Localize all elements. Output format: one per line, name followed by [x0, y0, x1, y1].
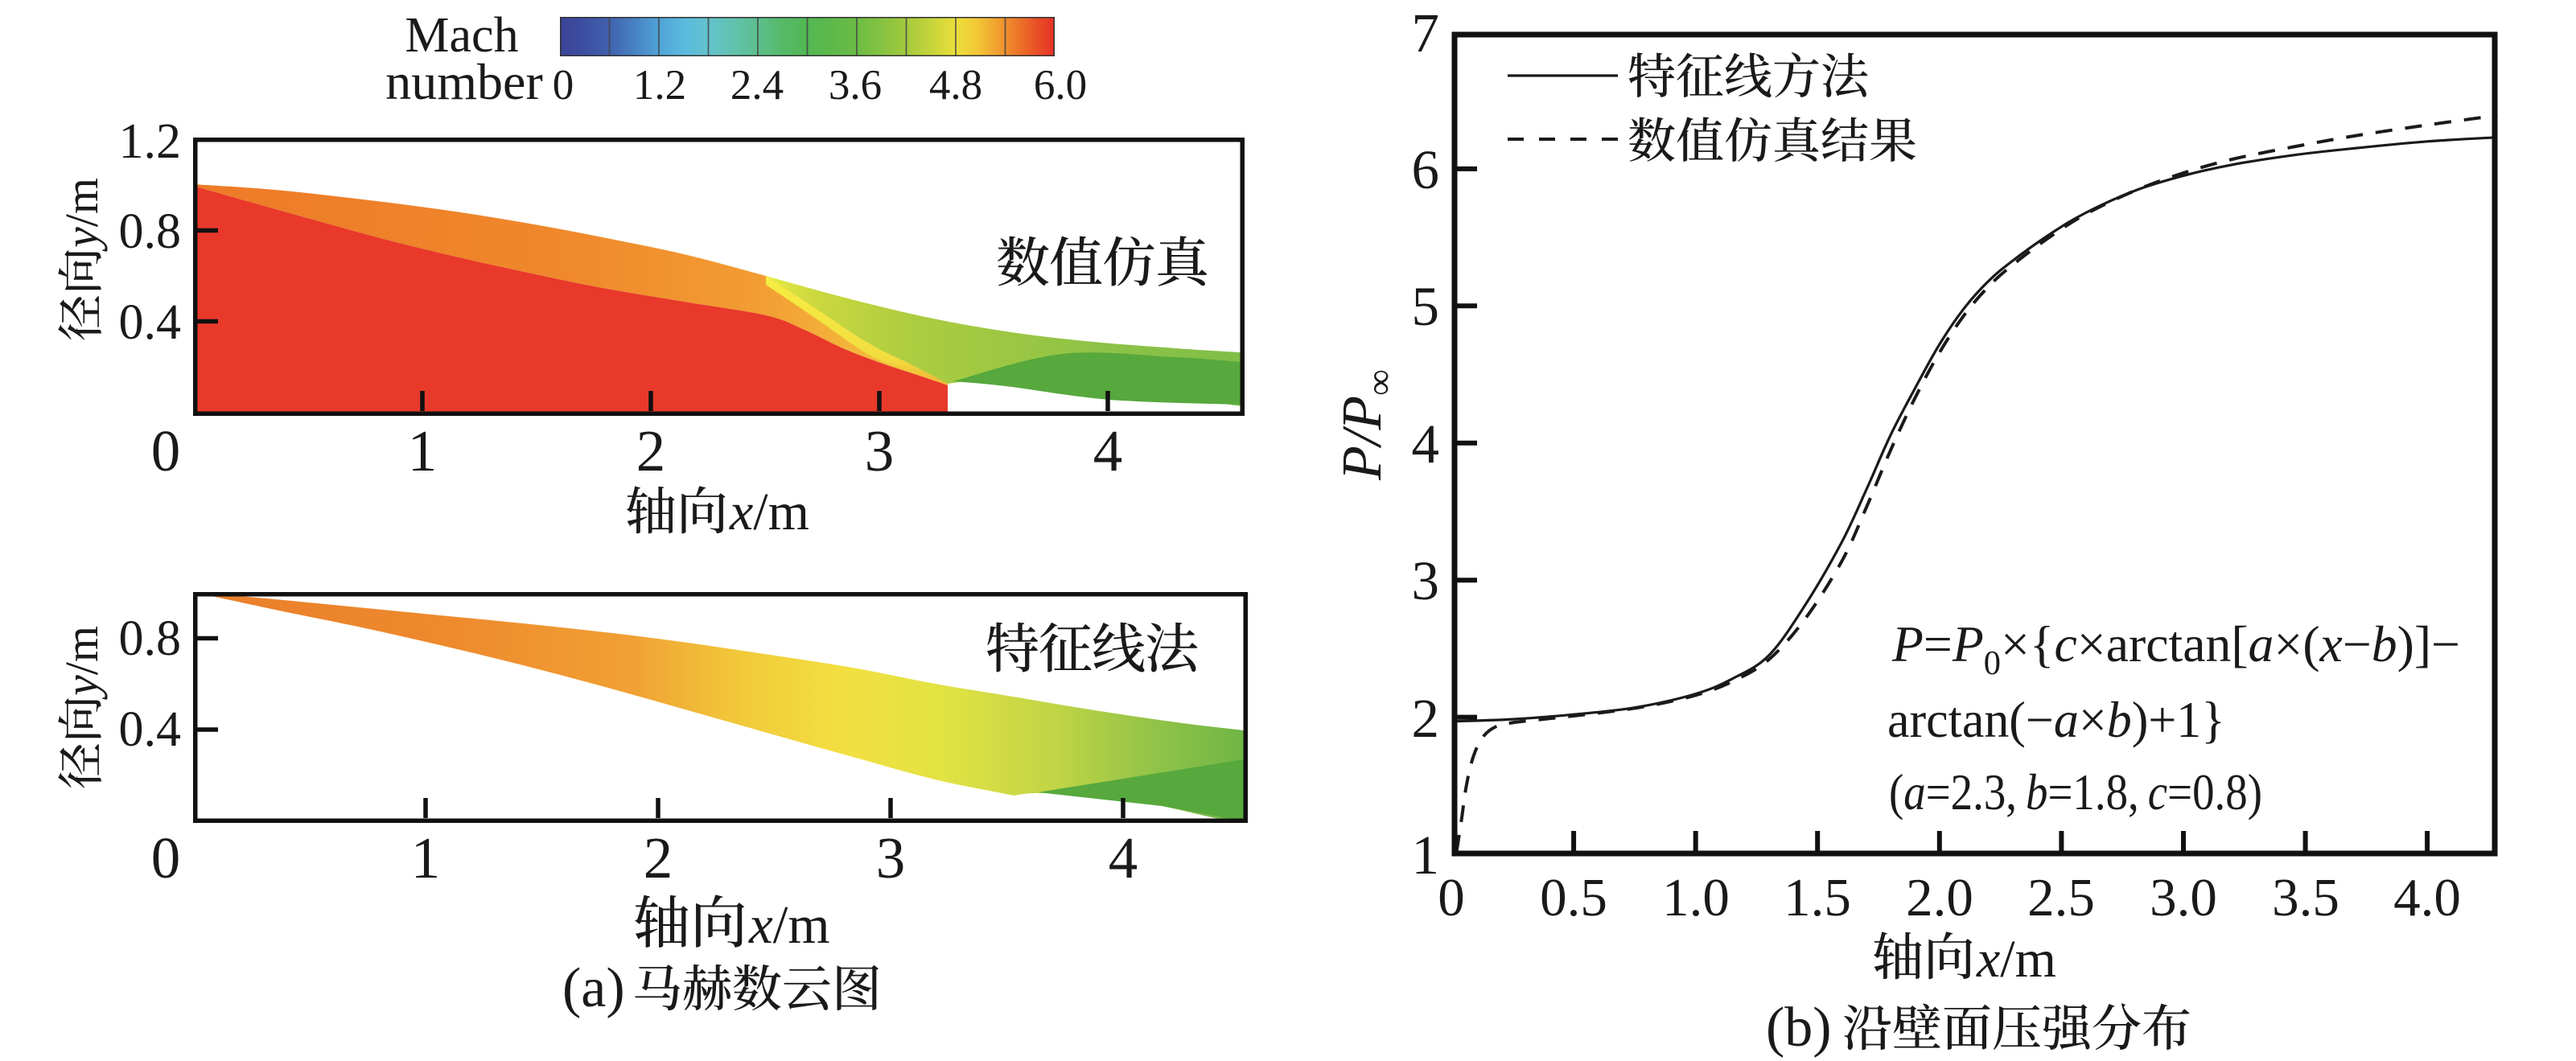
- svg-text:2.0: 2.0: [1906, 868, 1973, 927]
- svg-text:0: 0: [151, 825, 181, 890]
- svg-text:(a=2.3, b=1.8, c=0.8): (a=2.3, b=1.8, c=0.8): [1889, 764, 2262, 820]
- svg-text:1.2: 1.2: [633, 62, 686, 109]
- svg-text:7: 7: [1412, 2, 1440, 64]
- svg-text:4: 4: [1093, 418, 1123, 483]
- svg-text:4.0: 4.0: [2393, 868, 2461, 927]
- svg-text:1: 1: [1412, 825, 1440, 886]
- svg-text:0.8: 0.8: [119, 611, 182, 666]
- svg-text:1.0: 1.0: [1662, 868, 1730, 927]
- svg-text:3.5: 3.5: [2272, 868, 2339, 927]
- svg-text:1: 1: [411, 825, 441, 890]
- svg-text:0.8: 0.8: [119, 204, 182, 259]
- svg-text:arctan(−a×b)+1}: arctan(−a×b)+1}: [1887, 692, 2225, 748]
- svg-text:y/m: y/m: [56, 178, 108, 252]
- svg-text:1.2: 1.2: [119, 114, 182, 169]
- svg-text:0.4: 0.4: [119, 702, 182, 757]
- svg-text:6: 6: [1412, 139, 1440, 200]
- svg-text:2.4: 2.4: [730, 62, 784, 109]
- svg-text:P=P0×{c×arctan[a×(x−b)]−: P=P0×{c×arctan[a×(x−b)]−: [1891, 616, 2460, 682]
- svg-text:x/m: x/m: [729, 483, 809, 541]
- svg-text:4: 4: [1109, 825, 1138, 890]
- svg-text:1: 1: [408, 418, 438, 483]
- svg-text:(b): (b): [1766, 997, 1832, 1059]
- svg-text:Mach: Mach: [405, 8, 518, 63]
- svg-text:0.4: 0.4: [119, 295, 182, 350]
- svg-text:2: 2: [644, 825, 673, 890]
- svg-text:3.6: 3.6: [829, 62, 882, 109]
- svg-text:number: number: [385, 53, 543, 110]
- svg-text:1.5: 1.5: [1784, 868, 1851, 927]
- svg-text:0: 0: [151, 418, 181, 483]
- svg-text:6.0: 6.0: [1034, 62, 1087, 109]
- svg-text:4: 4: [1412, 413, 1440, 475]
- svg-text:0: 0: [553, 62, 574, 109]
- svg-text:3: 3: [1412, 550, 1440, 611]
- svg-text:0: 0: [1438, 868, 1465, 927]
- svg-text:3.0: 3.0: [2150, 868, 2217, 927]
- svg-text:x/m: x/m: [1976, 930, 2056, 989]
- svg-text:2: 2: [1412, 688, 1440, 749]
- svg-text:x/m: x/m: [748, 895, 829, 955]
- svg-text:(a): (a): [562, 957, 625, 1019]
- svg-text:4.8: 4.8: [929, 62, 982, 109]
- svg-text:2.5: 2.5: [2027, 868, 2095, 927]
- svg-text:5: 5: [1412, 276, 1440, 337]
- svg-text:0.5: 0.5: [1540, 868, 1607, 927]
- svg-text:y/m: y/m: [56, 626, 108, 700]
- svg-text:3: 3: [876, 825, 906, 890]
- svg-text:3: 3: [865, 418, 895, 483]
- svg-text:2: 2: [636, 418, 666, 483]
